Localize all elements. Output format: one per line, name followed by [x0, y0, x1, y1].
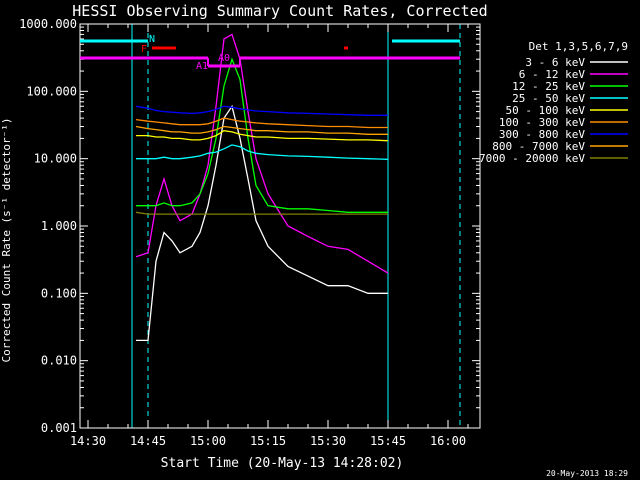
legend-label: 7000 - 20000 keV: [479, 152, 585, 165]
series-line-7000-20000: [135, 211, 388, 215]
series-line-3-6: [136, 104, 388, 342]
x-tick-label: 14:30: [70, 434, 106, 448]
y-tick-label: 1000.000: [19, 17, 77, 31]
y-tick-label: 100.000: [26, 84, 77, 98]
y-tick-label: 0.100: [41, 286, 77, 300]
legend-label: 3 - 6 keV: [525, 56, 585, 69]
x-tick-label: 15:45: [370, 434, 406, 448]
axis-ticks: 0.001 0.010 0.100 1.000 10.000 100.000 1000.00…: [19, 17, 481, 448]
x-tick-label: 15:00: [190, 434, 226, 448]
y-tick-label: 1.000: [41, 219, 77, 233]
legend-title: Det 1,3,5,6,7,9: [529, 40, 628, 53]
series-line-12-25: [136, 57, 388, 213]
annotation-label: A1: [196, 61, 208, 72]
series-line-100-300: [135, 117, 388, 129]
y-tick-label: 10.000: [34, 152, 77, 166]
legend-label: 12 - 25 keV: [512, 80, 585, 93]
chart-title: HESSI Observing Summary Count Rates, Cor…: [72, 2, 487, 20]
y-tick-label: 0.001: [41, 421, 77, 435]
footer-date: 20-May-2013 18:29: [546, 469, 628, 478]
y-tick-label: 0.010: [41, 354, 77, 368]
series-line-25-50: [136, 144, 389, 160]
x-tick-label: 16:00: [430, 434, 466, 448]
y-axis-label: Corrected Count Rate (s⁻¹ detector⁻¹): [0, 117, 13, 362]
x-axis-label: Start Time (20-May-13 14:28:02): [161, 456, 404, 471]
series-line-50-100: [136, 130, 389, 142]
legend-label: 25 - 50 keV: [512, 92, 585, 105]
x-tick-label: 15:15: [250, 434, 286, 448]
plot-area: [79, 24, 461, 428]
annotation-label: F: [141, 44, 147, 55]
legend-label: 50 - 100 keV: [506, 104, 586, 117]
annotation-bars: NF A1 A0: [80, 34, 460, 72]
annotation-label: A0: [218, 53, 230, 64]
series-line-300-800: [135, 105, 388, 116]
legend-label: 300 - 800 keV: [499, 128, 585, 141]
legend-label: 100 - 300 keV: [499, 116, 585, 129]
x-tick-label: 15:30: [310, 434, 346, 448]
series-line-6-12: [135, 33, 389, 274]
legend-label: 800 - 7000 keV: [492, 140, 585, 153]
x-tick-label: 14:45: [130, 434, 166, 448]
legend-label: 6 - 12 keV: [519, 68, 586, 81]
series-line-800-7000: [135, 125, 388, 135]
annotation-label: N: [149, 34, 155, 45]
